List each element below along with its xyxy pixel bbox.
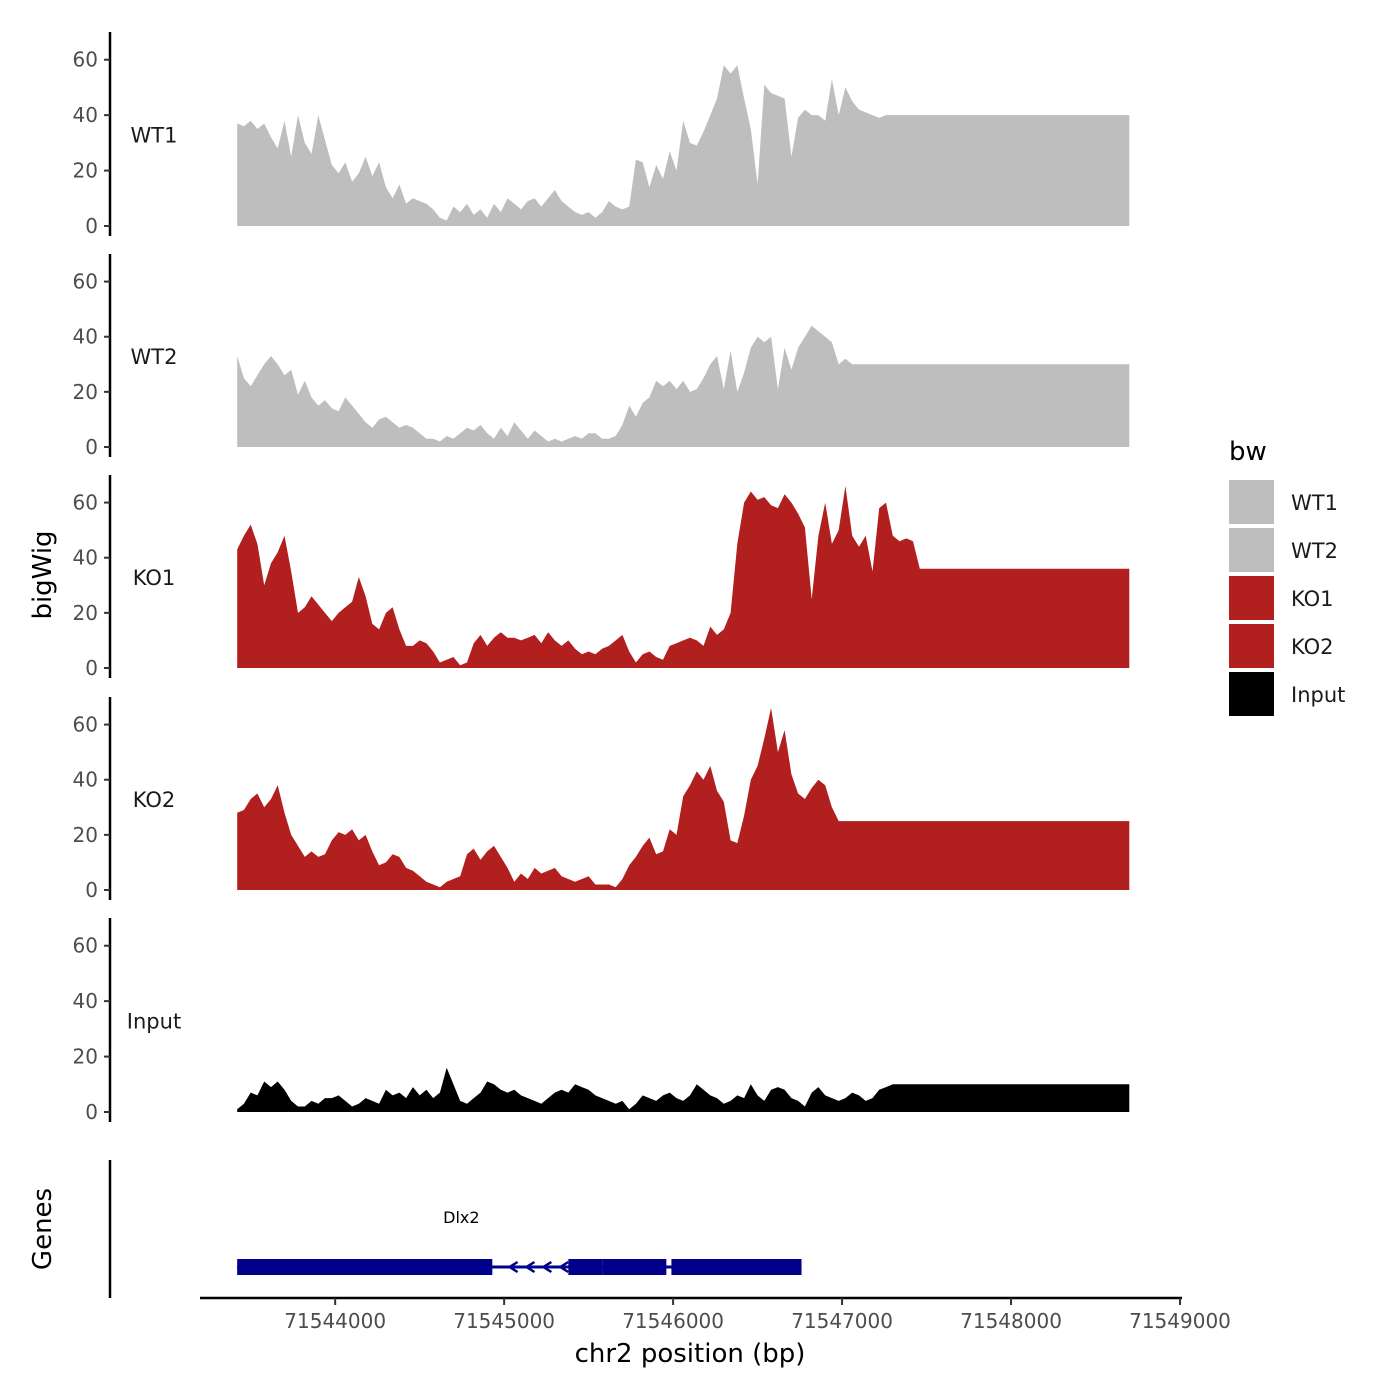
signal-tracks: 0 20 40 60 WT1 0 20 40 60 WT2 0 20 40 60 KO1 0 20 40 60 KO2… bbox=[73, 32, 1130, 1124]
track-label: KO1 bbox=[133, 566, 176, 590]
track-label: Input bbox=[127, 1010, 181, 1034]
signal-area-input bbox=[237, 1067, 1130, 1112]
y-axis-title: bigWig bbox=[28, 530, 58, 619]
y-tick-label: 60 bbox=[73, 270, 98, 294]
y-tick-label: 40 bbox=[73, 989, 98, 1013]
signal-area-wt1 bbox=[237, 65, 1130, 226]
gene-exon bbox=[568, 1259, 603, 1275]
y-tick-label: 0 bbox=[85, 656, 98, 680]
x-axis-title: chr2 position (bp) bbox=[575, 1339, 806, 1369]
y-tick-label: 20 bbox=[73, 1045, 98, 1069]
gene-exon bbox=[671, 1259, 802, 1275]
y-tick-label: 0 bbox=[85, 1100, 98, 1124]
y-tick-label: 20 bbox=[73, 823, 98, 847]
track-wt1: 0 20 40 60 WT1 bbox=[73, 32, 1130, 238]
signal-area-ko2 bbox=[237, 708, 1130, 890]
y-tick-label: 20 bbox=[73, 159, 98, 183]
y-tick-label: 0 bbox=[85, 878, 98, 902]
track-wt2: 0 20 40 60 WT2 bbox=[73, 254, 1130, 459]
gene-panel-title: Genes bbox=[28, 1188, 58, 1270]
gene-panel: Dlx2 bbox=[108, 1160, 802, 1298]
legend-title: bw bbox=[1229, 437, 1267, 467]
legend-label: WT1 bbox=[1291, 491, 1338, 515]
legend-swatch-wt2 bbox=[1229, 528, 1274, 572]
strand-arrow bbox=[541, 1260, 553, 1274]
y-tick-label: 60 bbox=[73, 934, 98, 958]
track-input: 0 20 40 60 Input bbox=[73, 918, 1130, 1124]
strand-arrow bbox=[524, 1260, 536, 1274]
y-tick-label: 40 bbox=[73, 325, 98, 349]
legend-swatch-ko1 bbox=[1229, 576, 1274, 620]
legend-label: KO1 bbox=[1291, 587, 1334, 611]
legend-label: WT2 bbox=[1291, 539, 1338, 563]
x-axis: 71544000 71545000 71546000 71547000 71548000… bbox=[200, 1296, 1231, 1333]
track-label: WT2 bbox=[131, 345, 178, 369]
x-tick-label: 71547000 bbox=[791, 1309, 893, 1333]
y-tick-label: 40 bbox=[73, 546, 98, 570]
y-tick-label: 60 bbox=[73, 491, 98, 515]
y-tick-label: 20 bbox=[73, 601, 98, 625]
y-tick-label: 60 bbox=[73, 48, 98, 72]
strand-arrow bbox=[557, 1260, 569, 1274]
signal-area-wt2 bbox=[237, 325, 1130, 447]
track-label: KO2 bbox=[133, 788, 176, 812]
signal-area-ko1 bbox=[237, 486, 1130, 668]
legend: bw WT1 WT2 KO1 KO2 Input bbox=[1229, 437, 1345, 716]
y-tick-label: 40 bbox=[73, 103, 98, 127]
track-label: WT1 bbox=[131, 124, 178, 148]
gene-exon bbox=[602, 1259, 667, 1275]
y-tick-label: 0 bbox=[85, 214, 98, 238]
x-tick-label: 71548000 bbox=[960, 1309, 1062, 1333]
x-tick-label: 71545000 bbox=[453, 1309, 555, 1333]
y-tick-label: 0 bbox=[85, 435, 98, 459]
y-tick-label: 20 bbox=[73, 380, 98, 404]
gene-name-label: Dlx2 bbox=[443, 1208, 479, 1227]
legend-swatch-wt1 bbox=[1229, 480, 1274, 524]
y-tick-label: 60 bbox=[73, 713, 98, 737]
x-tick-label: 71544000 bbox=[284, 1309, 386, 1333]
x-tick-label: 71546000 bbox=[622, 1309, 724, 1333]
legend-swatch-ko2 bbox=[1229, 624, 1274, 668]
legend-label: KO2 bbox=[1291, 635, 1334, 659]
legend-swatch-input bbox=[1229, 672, 1274, 716]
track-ko1: 0 20 40 60 KO1 bbox=[73, 475, 1130, 680]
x-tick-label: 71549000 bbox=[1129, 1309, 1231, 1333]
legend-label: Input bbox=[1291, 683, 1345, 707]
y-tick-label: 40 bbox=[73, 768, 98, 792]
track-ko2: 0 20 40 60 KO2 bbox=[73, 697, 1130, 902]
gene-exon bbox=[237, 1259, 493, 1275]
strand-arrow bbox=[507, 1260, 519, 1274]
